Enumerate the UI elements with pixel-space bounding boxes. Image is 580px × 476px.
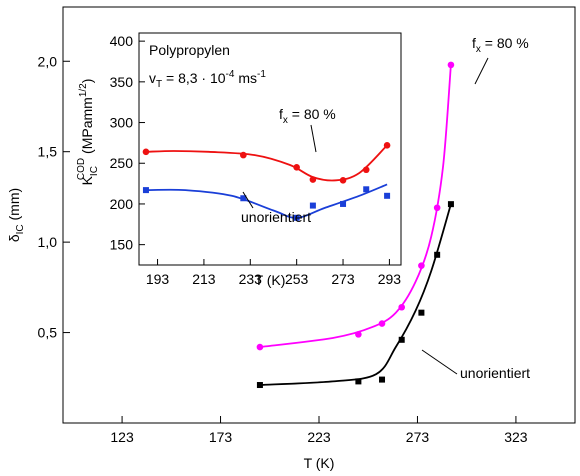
inset-y-label-close: ) bbox=[79, 79, 95, 84]
inset-series-point-2 bbox=[309, 202, 316, 209]
inset-subtitle-sub: T bbox=[156, 79, 162, 90]
inset-y-label-sub: IC bbox=[89, 166, 100, 176]
inset-plot-frame bbox=[138, 32, 402, 266]
inset-x-tick-label: 273 bbox=[331, 271, 355, 287]
inset-y-label-sup: COD bbox=[76, 158, 87, 180]
inset-y-tick-label: 150 bbox=[110, 237, 134, 253]
inset-y-label-unit: (MPamm bbox=[79, 97, 95, 158]
inset-series-point-2 bbox=[340, 200, 347, 207]
inset-series-point-2 bbox=[142, 187, 149, 194]
main-y-label-sub: IC bbox=[15, 224, 26, 234]
inset-label-unorientiert: unorientiert bbox=[241, 209, 311, 225]
inset-series-point-2 bbox=[240, 195, 247, 202]
main-series-line-2 bbox=[259, 203, 452, 386]
main-y-tick-label: 2,0 bbox=[38, 53, 58, 69]
main-label-fx-rest: = 80 % bbox=[481, 35, 529, 51]
inset-subtitle-unit: ms bbox=[234, 70, 257, 86]
main-x-tick-label: 123 bbox=[110, 429, 134, 445]
inset-label-fx-sub: x bbox=[283, 115, 288, 126]
inset-x-tick-label: 213 bbox=[192, 271, 216, 287]
inset-y-label-main: K bbox=[79, 175, 95, 185]
inset-x-tick-label: 193 bbox=[146, 271, 170, 287]
main-label-unorientiert: unorientiert bbox=[460, 365, 530, 381]
inset-series-point-1 bbox=[293, 164, 300, 171]
main-label-fx-main: f bbox=[472, 35, 476, 51]
inset-title: Polypropylen bbox=[149, 42, 230, 58]
main-label-fx: fx = 80 % bbox=[472, 35, 529, 55]
main-y-label-main: δ bbox=[6, 234, 22, 242]
inset-subtitle-sup: -4 bbox=[226, 69, 235, 80]
main-series-layer bbox=[256, 61, 455, 389]
main-series-point-1 bbox=[378, 320, 386, 327]
inset-series-line-2 bbox=[145, 183, 388, 219]
inset-series-point-2 bbox=[363, 186, 370, 193]
inset-x-axis-label: T (K) bbox=[255, 272, 286, 288]
inset-subtitle-mid: = 8,3 · 10 bbox=[162, 70, 226, 86]
inset-label-fx-leader bbox=[310, 124, 317, 153]
inset-subtitle-sup2: -1 bbox=[257, 69, 266, 80]
inset-series-layer bbox=[142, 142, 391, 221]
inset-series-point-1 bbox=[362, 166, 370, 174]
main-x-tick-label: 223 bbox=[307, 429, 331, 445]
inset-x-axis: 193 213 233 253 273 293 bbox=[146, 259, 401, 287]
inset-subtitle: vT = 8,3 · 10-4 ms-1 bbox=[149, 69, 266, 90]
main-label-unorientiert-leader bbox=[421, 349, 458, 375]
inset-label-fx-main: f bbox=[279, 106, 283, 122]
main-y-axis-label: δIC (mm) bbox=[6, 188, 26, 242]
inset-y-axis-label: KICCOD (MPamm1/2) bbox=[76, 79, 100, 186]
inset-subtitle-main: v bbox=[149, 70, 156, 86]
main-label-fx-sub: x bbox=[476, 44, 481, 55]
main-series-point-1 bbox=[256, 343, 264, 351]
main-x-tick-label: 273 bbox=[406, 429, 430, 445]
main-series-point-2 bbox=[379, 376, 386, 383]
inset-series-point-2 bbox=[384, 192, 391, 199]
main-series-point-2 bbox=[256, 382, 263, 389]
main-x-axis-label: T (K) bbox=[304, 455, 335, 471]
main-series-point-1 bbox=[447, 61, 455, 69]
inset-label-fx-rest: = 80 % bbox=[288, 106, 336, 122]
main-y-label-unit: (mm) bbox=[6, 188, 22, 225]
inset-x-tick-label: 293 bbox=[378, 271, 402, 287]
inset-chart: 150 200 250 300 350 400 193 213 233 253 273 293 T … bbox=[76, 32, 402, 288]
main-series-point-2 bbox=[434, 251, 441, 258]
inset-series-point-1 bbox=[383, 142, 391, 149]
main-series-line-1 bbox=[259, 64, 452, 348]
inset-series-point-1 bbox=[142, 148, 150, 156]
main-y-axis: 0,5 1,0 1,5 2,0 bbox=[38, 53, 70, 341]
inset-y-tick-label: 200 bbox=[110, 196, 134, 212]
main-series-point-2 bbox=[398, 336, 405, 343]
inset-series-point-2 bbox=[293, 214, 300, 221]
inset-series-point-1 bbox=[240, 151, 247, 159]
inset-x-tick-label: 253 bbox=[285, 271, 309, 287]
main-y-tick-label: 1,5 bbox=[38, 144, 58, 160]
main-x-axis: 123 173 223 273 323 bbox=[110, 416, 528, 445]
inset-y-tick-label: 250 bbox=[110, 155, 134, 171]
main-series-point-1 bbox=[398, 303, 406, 311]
inset-x-tick-label: 233 bbox=[239, 271, 263, 287]
inset-series-point-1 bbox=[339, 177, 347, 184]
main-series-point-2 bbox=[418, 309, 425, 316]
inset-y-axis: 150 200 250 300 350 400 bbox=[110, 33, 145, 253]
inset-label-unorientiert-leader bbox=[242, 191, 254, 209]
main-series-point-2 bbox=[355, 378, 362, 385]
main-series-point-2 bbox=[447, 201, 454, 208]
main-y-tick-label: 0,5 bbox=[38, 325, 58, 341]
main-label-fx-leader bbox=[474, 57, 489, 85]
main-series-point-1 bbox=[433, 204, 441, 212]
main-y-tick-label: 1,0 bbox=[38, 234, 58, 250]
main-x-tick-label: 173 bbox=[209, 429, 233, 445]
inset-series-line-1 bbox=[145, 144, 388, 182]
main-x-tick-label: 323 bbox=[504, 429, 528, 445]
inset-y-label-unit-sup: 1/2 bbox=[78, 83, 89, 97]
main-series-point-1 bbox=[418, 262, 425, 269]
main-series-point-1 bbox=[355, 331, 362, 338]
inset-y-tick-label: 350 bbox=[110, 74, 134, 90]
inset-label-fx: fx = 80 % bbox=[279, 106, 336, 126]
inset-series-point-1 bbox=[309, 176, 317, 183]
inset-y-tick-label: 400 bbox=[110, 33, 134, 49]
inset-y-tick-label: 300 bbox=[110, 115, 134, 131]
